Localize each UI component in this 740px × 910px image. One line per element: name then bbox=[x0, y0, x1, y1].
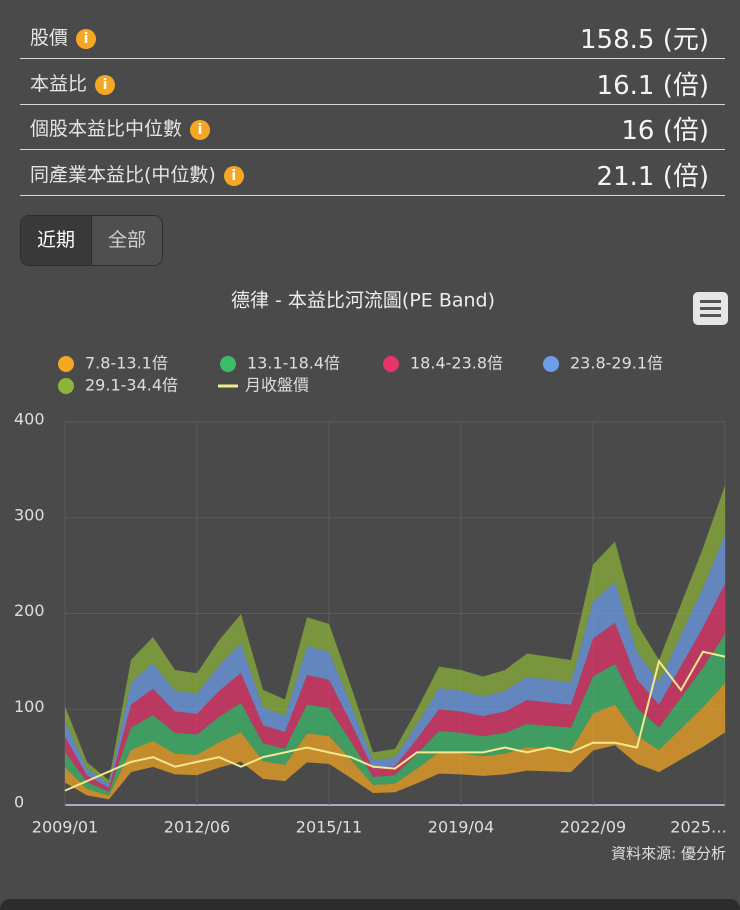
info-value: 16.1 (倍) bbox=[596, 70, 709, 101]
info-label-box: 同產業本益比(中位數) i bbox=[30, 160, 244, 187]
legend-label[interactable]: 18.4-23.8倍 bbox=[410, 354, 503, 373]
legend-symbol bbox=[58, 378, 74, 394]
info-label: 本益比 bbox=[30, 72, 88, 95]
legend-label[interactable]: 29.1-34.4倍 bbox=[85, 376, 178, 395]
source-caption: 資料來源: 優分析 bbox=[611, 845, 726, 863]
plot bbox=[64, 421, 726, 806]
info-icon[interactable]: i bbox=[190, 120, 211, 140]
info-value: 16 (倍) bbox=[621, 116, 709, 146]
legend-label[interactable]: 23.8-29.1倍 bbox=[570, 354, 663, 373]
x-tick-label: 2009/01 bbox=[32, 818, 98, 837]
info-value: 21.1 (倍) bbox=[596, 161, 709, 192]
x-tick-label: 2015/11 bbox=[296, 818, 362, 837]
tab[interactable]: 近期 bbox=[21, 216, 92, 265]
menu-button[interactable] bbox=[693, 292, 728, 325]
x-tick-label: 2022/09 bbox=[560, 818, 626, 837]
info-label: 個股本益比中位數 bbox=[30, 118, 183, 140]
price-line bbox=[64, 650, 726, 792]
legend-label[interactable]: 7.8-13.1倍 bbox=[85, 354, 168, 373]
info-row: 個股本益比中位數 i 16 (倍) bbox=[20, 104, 725, 150]
y-tick-label: 200 bbox=[14, 601, 45, 620]
info-row: 同產業本益比(中位數) i 21.1 (倍) bbox=[20, 150, 725, 196]
info-label: 同產業本益比(中位數) bbox=[30, 163, 216, 186]
legend-symbol bbox=[543, 356, 559, 372]
info-icon[interactable]: i bbox=[76, 29, 97, 49]
y-tick-label: 400 bbox=[14, 410, 45, 429]
info-icon[interactable]: i bbox=[223, 165, 244, 186]
legend-symbol bbox=[220, 356, 236, 372]
legend-label[interactable]: 13.1-18.4倍 bbox=[247, 354, 340, 373]
y-tick-label: 100 bbox=[14, 697, 45, 716]
legend-symbol bbox=[383, 356, 399, 372]
info-label-box: 本益比 i bbox=[30, 69, 116, 96]
info-row: 股價 i 158.5 (元) bbox=[20, 13, 725, 59]
info-label-box: 股價 i bbox=[30, 23, 97, 50]
legend-symbol bbox=[58, 356, 74, 372]
info-label: 股價 bbox=[30, 27, 69, 49]
menu-bar bbox=[700, 300, 721, 303]
info-value: 158.5 (元) bbox=[580, 25, 709, 55]
tab-bar: 近期 全部 bbox=[20, 215, 163, 266]
chart: 德律 - 本益比河流圖(PE Band) 資料來源: 優分析 0 100 200 30… bbox=[14, 290, 728, 863]
x-tick-label: 2012/06 bbox=[164, 818, 230, 837]
info-icon[interactable]: i bbox=[95, 74, 116, 95]
menu-bar bbox=[700, 314, 721, 317]
x-tick-label: 2025… bbox=[670, 818, 727, 837]
info-row: 本益比 i 16.1 (倍) bbox=[20, 59, 725, 105]
pe-band bbox=[65, 683, 725, 800]
tab[interactable]: 全部 bbox=[92, 216, 162, 265]
legend-label[interactable]: 月收盤價 bbox=[245, 376, 309, 395]
bottom-bar bbox=[0, 899, 740, 910]
chart-title: 德律 - 本益比河流圖(PE Band) bbox=[231, 290, 495, 312]
y-tick-label: 0 bbox=[14, 793, 24, 812]
info-label-box: 個股本益比中位數 i bbox=[30, 114, 211, 141]
menu-bar bbox=[700, 307, 721, 310]
y-tick-label: 300 bbox=[14, 505, 45, 524]
x-tick-label: 2019/04 bbox=[428, 818, 494, 837]
